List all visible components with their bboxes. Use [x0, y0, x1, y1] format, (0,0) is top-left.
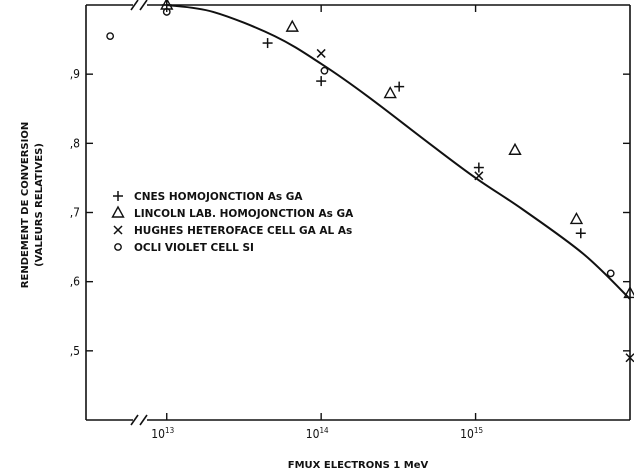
y-tick-label: ,5 — [70, 344, 80, 358]
data-point — [316, 48, 326, 58]
data-point — [262, 38, 273, 49]
circle-marker — [320, 66, 329, 75]
axis-break-gap — [133, 416, 147, 424]
axis-break-stroke — [130, 0, 139, 11]
circle-marker — [114, 243, 122, 251]
data-point — [106, 32, 115, 41]
y-tick-label: ,6 — [70, 275, 80, 289]
y-tick-label: ,8 — [70, 136, 80, 150]
legend-label: CNES HOMOJONCTION As GA — [134, 191, 303, 203]
data-point — [623, 285, 634, 299]
data-point — [606, 269, 615, 278]
cross-marker-b — [113, 225, 123, 235]
bottom-axis-break-mark — [130, 414, 148, 426]
fit-curve — [166, 4, 631, 300]
x-axis-title: FMUX ELECTRONS 1 MeV — [288, 460, 429, 471]
cross-marker-b — [474, 171, 484, 181]
x-tick-label: 1013 — [151, 426, 174, 441]
legend-label: HUGHES HETEROFACE CELL GA AL As — [134, 225, 352, 237]
axis-break-stroke — [139, 0, 148, 11]
data-point — [473, 162, 484, 173]
data-point — [625, 353, 634, 363]
cross-marker-b — [316, 48, 326, 58]
data-point — [320, 66, 329, 75]
legend-label: LINCOLN LAB. HOMOJONCTION As GA — [134, 208, 354, 220]
circle-marker — [606, 269, 615, 278]
data-point — [508, 142, 522, 155]
legend-item: OCLI VIOLET CELL SI — [114, 242, 254, 254]
data-point — [569, 211, 584, 225]
legend-marker — [114, 243, 122, 251]
legend: CNES HOMOJONCTION As GA LINCOLN LAB. HOMO… — [111, 191, 354, 254]
top-axis-break-mark — [130, 0, 148, 11]
data-point — [394, 81, 405, 92]
x-tick-label: 1014 — [306, 426, 329, 441]
triangle-marker — [383, 86, 397, 99]
axis-ticks: ,9 ,8 ,7 ,6 ,5 1013 1014 1015 — [70, 5, 630, 441]
legend-item: HUGHES HETEROFACE CELL GA AL As — [113, 225, 352, 237]
series-circle — [106, 8, 615, 278]
y-tick-label: ,7 — [70, 206, 80, 220]
y-axis-subtitle: (VALEURS RELATIVES) — [34, 143, 45, 267]
data-point — [316, 76, 327, 87]
triangle-marker — [111, 205, 125, 218]
y-axis-title: RENDEMENT DE CONVERSION — [20, 122, 31, 288]
axis-break-stroke — [130, 414, 139, 426]
legend-marker — [111, 205, 125, 218]
data-point — [162, 8, 171, 16]
x-tick-label: 1015 — [460, 426, 483, 441]
cross-marker-b — [625, 353, 634, 363]
triangle-marker — [508, 142, 522, 155]
legend-item: CNES HOMOJONCTION As GA — [113, 191, 303, 203]
data-point — [285, 19, 299, 32]
axis-break-stroke — [139, 414, 148, 426]
data-points — [106, 0, 634, 363]
data-point — [575, 228, 586, 239]
legend-item: LINCOLN LAB. HOMOJONCTION As GA — [111, 205, 354, 220]
triangle-marker — [569, 211, 584, 225]
legend-label: OCLI VIOLET CELL SI — [134, 242, 254, 254]
circle-marker — [106, 32, 115, 41]
triangle-marker — [623, 285, 634, 299]
data-point — [474, 171, 484, 181]
legend-marker — [113, 191, 123, 201]
series-cross — [316, 48, 634, 363]
legend-marker — [113, 225, 123, 235]
axis-break-gap — [133, 1, 147, 9]
triangle-marker — [285, 19, 299, 32]
data-point — [383, 86, 397, 99]
y-tick-label: ,9 — [70, 67, 80, 81]
circle-marker — [162, 8, 171, 16]
